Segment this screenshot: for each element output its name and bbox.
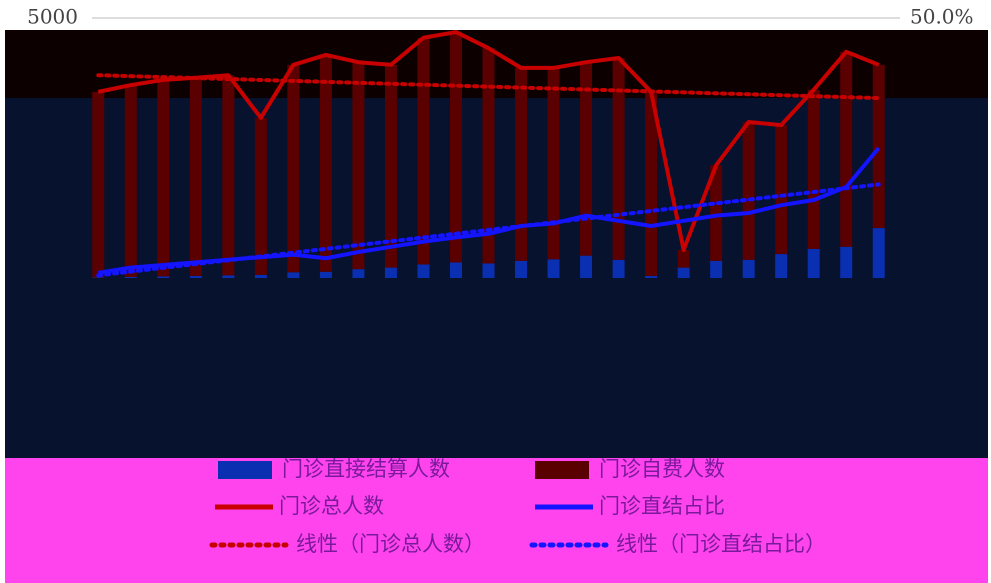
legend-label: 门诊自费人数 [599, 457, 725, 481]
bar [287, 64, 300, 273]
bar [384, 64, 397, 268]
bar [742, 259, 755, 278]
trend-line [96, 182, 881, 278]
bar [189, 275, 202, 278]
legend-label: 线性（门诊直结占比） [616, 532, 826, 556]
bar [547, 259, 560, 278]
bar [840, 51, 853, 247]
bar [710, 260, 723, 278]
legend-label: 门诊直结占比 [599, 494, 725, 518]
bar [352, 62, 365, 270]
series-line [97, 30, 880, 252]
bar [254, 274, 267, 278]
bar [612, 58, 625, 260]
bar [189, 77, 202, 276]
bar [742, 122, 755, 260]
bar [580, 62, 593, 256]
bar [92, 91, 105, 278]
legend-label: 门诊直接结算人数 [282, 457, 450, 481]
legend-background [5, 458, 988, 583]
legend-label: 线性（门诊总人数） [296, 532, 485, 556]
bar [872, 64, 885, 229]
bar [417, 264, 430, 278]
bar [645, 275, 658, 278]
bar [482, 48, 495, 264]
bar [840, 246, 853, 278]
bar [807, 248, 820, 278]
legend-swatch [535, 461, 589, 479]
bar [677, 267, 690, 278]
bar [515, 260, 528, 278]
bar [547, 67, 560, 260]
bar [449, 262, 462, 278]
y2-tick-label: 50.0% [910, 5, 974, 29]
legend-swatch [218, 461, 272, 479]
bar [124, 276, 137, 278]
bar [384, 267, 397, 278]
bar [157, 79, 170, 277]
bar [222, 275, 235, 278]
bar [645, 91, 658, 276]
bar [482, 263, 495, 278]
bar [124, 85, 137, 277]
bar [580, 255, 593, 278]
bar [449, 32, 462, 263]
y-tick-label: 5000 [27, 5, 78, 29]
bar [872, 228, 885, 278]
bar [157, 276, 170, 278]
bar [222, 75, 235, 276]
bar [515, 67, 528, 261]
bar [612, 259, 625, 278]
bar [807, 89, 820, 249]
bar [287, 272, 300, 278]
bar [254, 117, 267, 275]
bar [677, 249, 690, 268]
bar [319, 271, 332, 278]
bar [352, 269, 365, 278]
bar [710, 165, 723, 261]
legend-label: 门诊总人数 [279, 494, 384, 518]
bar [319, 54, 332, 272]
bar [775, 125, 788, 255]
trend-line [96, 73, 881, 101]
bar [92, 277, 105, 278]
bar [775, 254, 788, 278]
bar [417, 37, 430, 265]
